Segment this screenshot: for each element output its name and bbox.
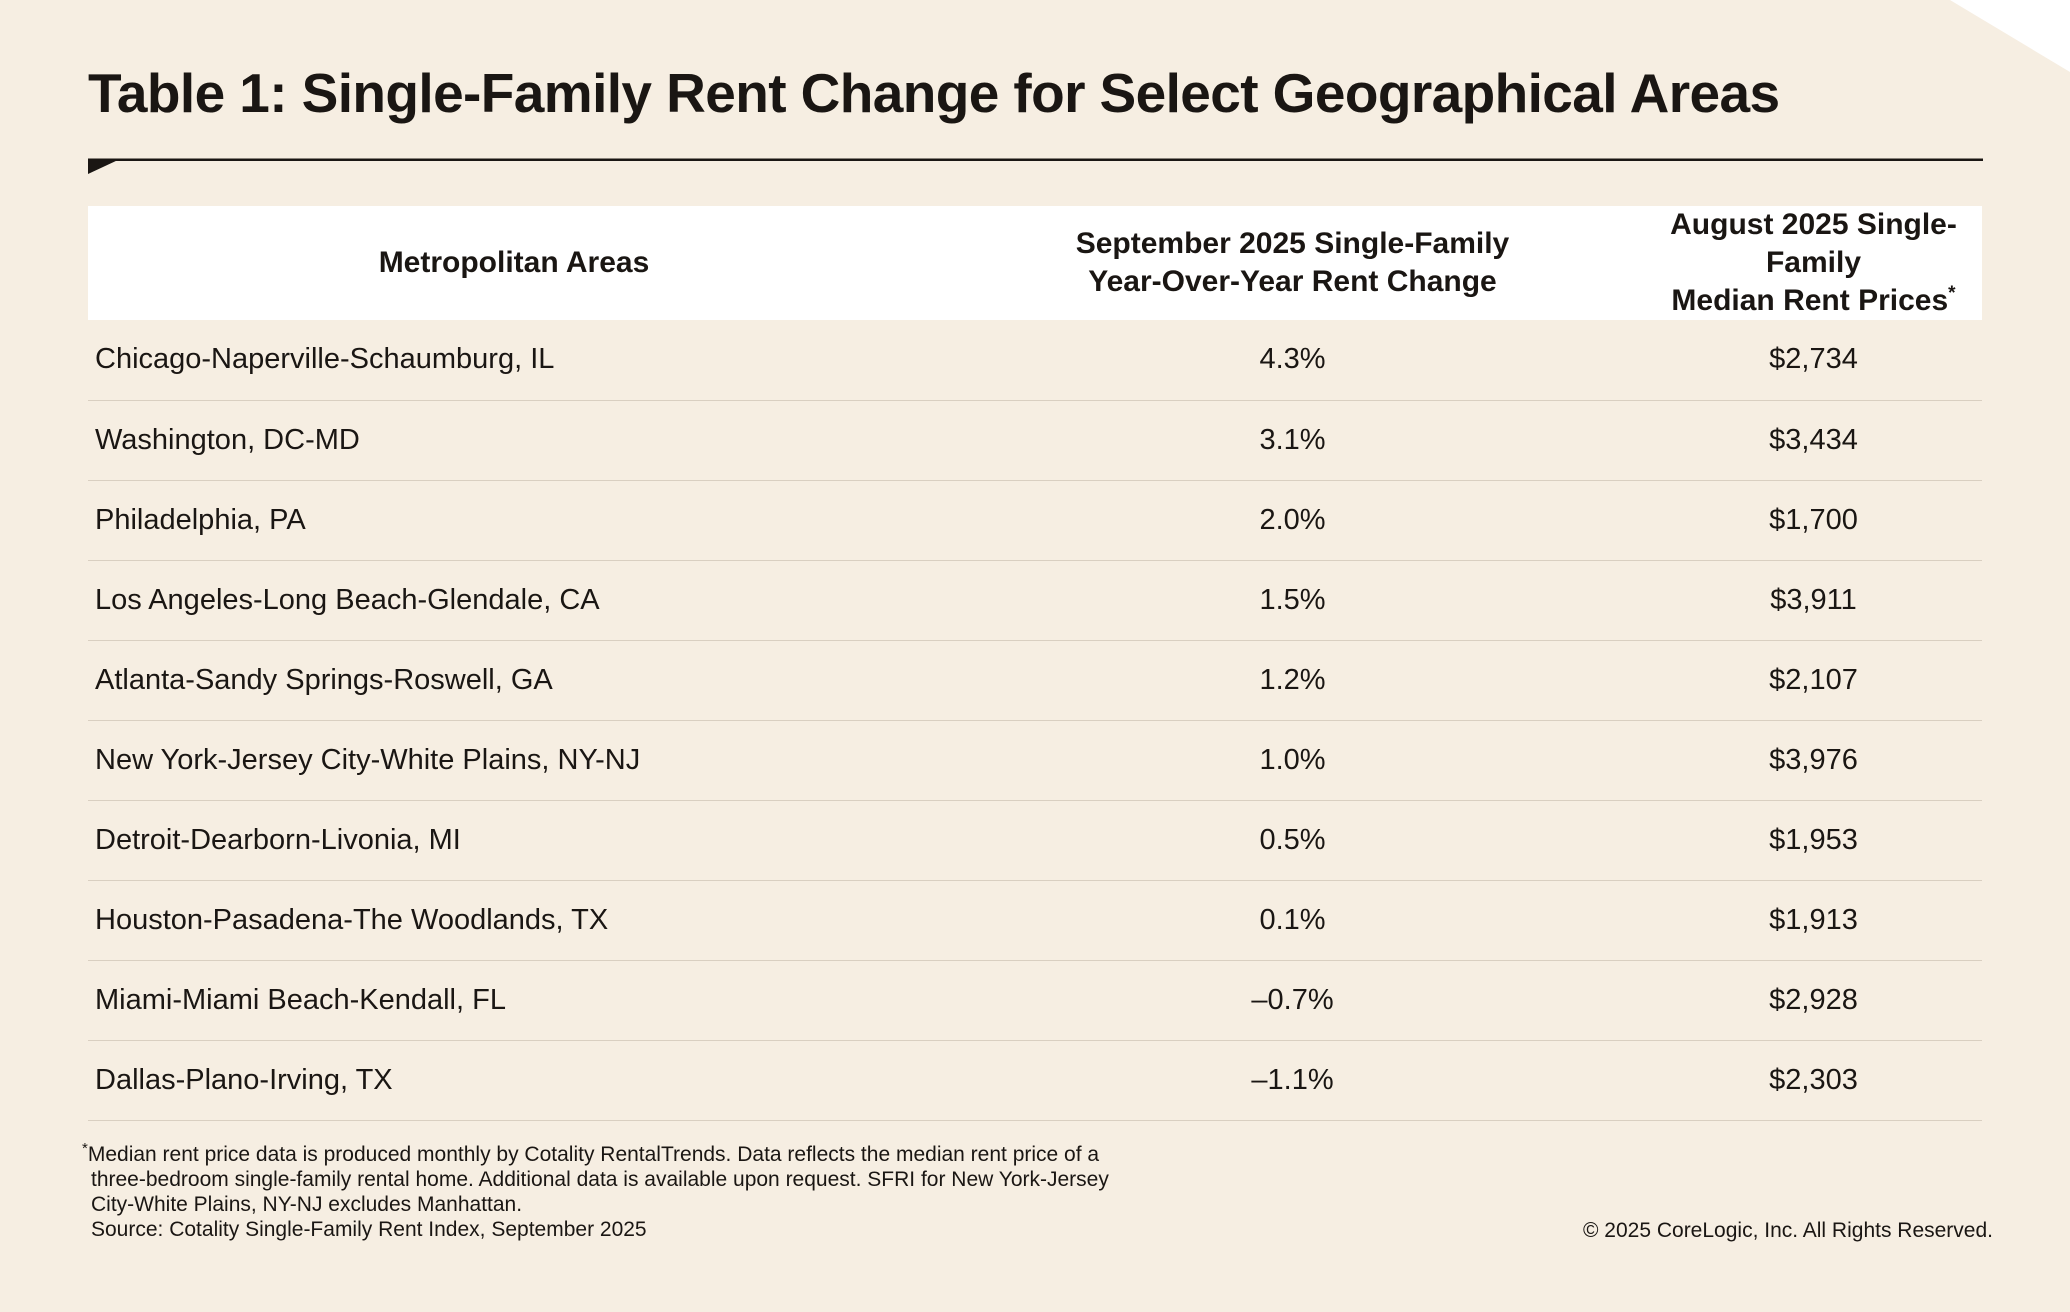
copyright: © 2025 CoreLogic, Inc. All Rights Reserv… xyxy=(1582,1219,1993,1242)
yoy-change-cell: 1.0% xyxy=(1259,743,1326,776)
table-row: Chicago-Naperville-Schaumburg, IL 4.3% $2,… xyxy=(88,320,1982,400)
median-rent-cell: $1,913 xyxy=(1769,903,1858,936)
yoy-change-cell: 1.5% xyxy=(1259,583,1326,616)
rent-table: Metropolitan Areas September 2025 Single… xyxy=(88,206,1982,1121)
rule-wedge xyxy=(88,160,118,174)
column-header-median: August 2025 Single-Family Median Rent Pr… xyxy=(1670,208,1957,317)
table-header-row: Metropolitan Areas September 2025 Single… xyxy=(88,206,1982,320)
area-cell: Atlanta-Sandy Springs-Roswell, GA xyxy=(95,663,553,696)
median-rent-cell: $3,976 xyxy=(1769,743,1858,776)
area-cell: Chicago-Naperville-Schaumburg, IL xyxy=(95,343,555,376)
table-body: Chicago-Naperville-Schaumburg, IL 4.3% $2,… xyxy=(88,320,1982,1120)
source-note: Source: Cotality Single-Family Rent Inde… xyxy=(91,1218,647,1241)
title-rule xyxy=(88,158,1983,174)
table-row: Detroit-Dearborn-Livonia, MI 0.5% $1,953 xyxy=(88,800,1982,880)
table-row: Atlanta-Sandy Springs-Roswell, GA 1.2% $2,… xyxy=(88,640,1982,720)
yoy-change-cell: 2.0% xyxy=(1259,503,1326,536)
area-cell: Detroit-Dearborn-Livonia, MI xyxy=(95,823,461,856)
area-cell: Washington, DC-MD xyxy=(95,423,360,456)
area-cell: Dallas-Plano-Irving, TX xyxy=(95,1063,393,1096)
median-rent-cell: $2,928 xyxy=(1769,983,1858,1016)
table-row: New York-Jersey City-White Plains, NY-NJ… xyxy=(88,720,1982,800)
corner-decoration xyxy=(1950,0,2070,72)
table-title: Table 1: Single-Family Rent Change for S… xyxy=(88,62,1780,124)
area-cell: Los Angeles-Long Beach-Glendale, CA xyxy=(95,583,600,616)
yoy-change-cell: 3.1% xyxy=(1259,423,1326,456)
rule-line xyxy=(88,158,1983,161)
area-cell: Miami-Miami Beach-Kendall, FL xyxy=(95,983,506,1016)
yoy-change-cell: 1.2% xyxy=(1259,663,1326,696)
footnote-marker: * xyxy=(82,1140,88,1157)
table-row: Dallas-Plano-Irving, TX –1.1% $2,303 xyxy=(88,1040,1982,1120)
table-row: Los Angeles-Long Beach-Glendale, CA 1.5% $… xyxy=(88,560,1982,640)
area-cell: Philadelphia, PA xyxy=(95,503,306,536)
median-rent-cell: $1,953 xyxy=(1769,823,1858,856)
area-cell: New York-Jersey City-White Plains, NY-NJ xyxy=(95,743,641,776)
column-header-area: Metropolitan Areas xyxy=(378,246,650,279)
yoy-change-cell: –0.7% xyxy=(1251,983,1334,1016)
table-row: Houston-Pasadena-The Woodlands, TX 0.1% $1… xyxy=(88,880,1982,960)
footnote: *Median rent price data is produced mont… xyxy=(82,1140,1109,1241)
table-row: Washington, DC-MD 3.1% $3,434 xyxy=(88,400,1982,480)
median-rent-cell: $3,434 xyxy=(1769,423,1858,456)
yoy-change-cell: 4.3% xyxy=(1259,343,1326,376)
yoy-change-cell: –1.1% xyxy=(1251,1063,1334,1096)
median-rent-cell: $3,911 xyxy=(1770,583,1857,616)
area-cell: Houston-Pasadena-The Woodlands, TX xyxy=(95,903,609,936)
column-header-yoy: September 2025 Single-Family Year-Over-Y… xyxy=(1075,227,1510,298)
footnote-marker: * xyxy=(1948,283,1956,304)
median-rent-cell: $2,107 xyxy=(1769,663,1858,696)
yoy-change-cell: 0.5% xyxy=(1259,823,1326,856)
table-row: Philadelphia, PA 2.0% $1,700 xyxy=(88,480,1982,560)
median-rent-cell: $1,700 xyxy=(1769,503,1858,536)
median-rent-cell: $2,303 xyxy=(1769,1063,1858,1096)
table-row: Miami-Miami Beach-Kendall, FL –0.7% $2,928 xyxy=(88,960,1982,1040)
yoy-change-cell: 0.1% xyxy=(1259,903,1326,936)
median-rent-cell: $2,734 xyxy=(1769,343,1858,376)
